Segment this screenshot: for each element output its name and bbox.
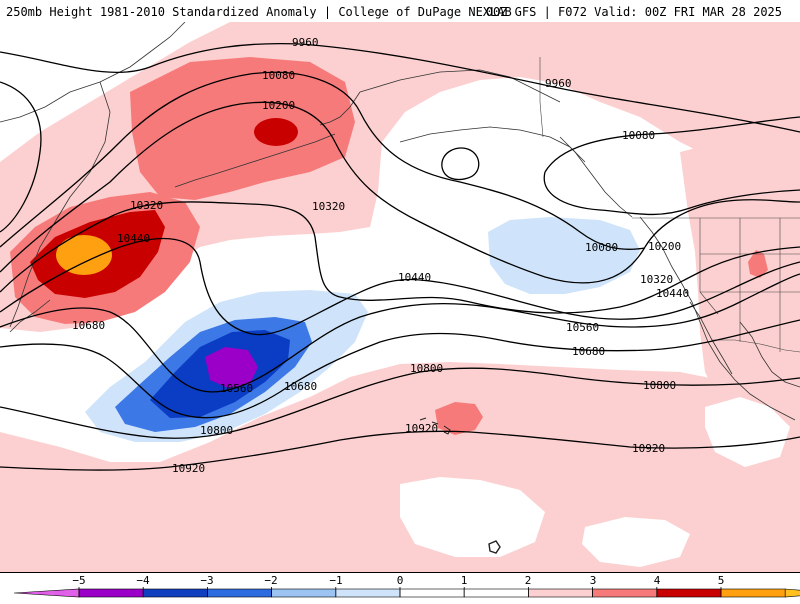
contour-label: 10800: [410, 362, 443, 375]
height-contours: [0, 42, 800, 471]
contour-label: 10800: [643, 379, 676, 392]
colorbar-bin: [463, 588, 529, 598]
colorbar-tick-label: −1: [329, 574, 342, 587]
colorbar-tick-label: 4: [654, 574, 661, 587]
contour-label: 9960: [545, 77, 572, 90]
contour-label: 10080: [622, 129, 655, 142]
colorbar-tick-label: 5: [718, 574, 725, 587]
contour-10560: [0, 273, 800, 393]
colorbar-tick-label: 2: [525, 574, 532, 587]
contour-10320: [0, 201, 800, 314]
contour-9960: [0, 42, 800, 133]
contour-label: 10200: [648, 240, 681, 253]
contour-label: 10320: [640, 273, 673, 286]
contour-label: 10920: [632, 442, 665, 455]
border-alaska-canada: [539, 57, 544, 138]
colorbar-bin: [720, 588, 786, 598]
coast-gulf-of-alaska: [399, 126, 586, 163]
coast-aleutians: [174, 133, 336, 188]
colorbar-end-right: [784, 588, 800, 598]
contour-label: 10440: [398, 271, 431, 284]
colorbar-tick-label: −2: [264, 574, 277, 587]
contour-label: 10680: [572, 345, 605, 358]
contour-label: 10200: [262, 99, 295, 112]
title-bar: 250mb Height 1981-2010 Standardized Anom…: [0, 0, 800, 23]
white-hole-se: [705, 397, 790, 467]
contour-10920: [0, 430, 800, 471]
colorbar-tick-label: −4: [136, 574, 150, 587]
contour-label: 10680: [284, 380, 317, 393]
contour-10080: [0, 71, 646, 250]
contour-label: 10920: [405, 422, 438, 435]
colorbar-bin: [207, 588, 272, 598]
colorbar: −5 −4 −3 −2 −1 0 1 2 3 4 5: [0, 572, 800, 600]
map-title: 250mb Height 1981-2010 Standardized Anom…: [6, 5, 512, 19]
colorbar-bin: [656, 588, 722, 598]
small-island-south: [488, 540, 501, 554]
colorbar-bin: [528, 588, 593, 598]
colorbar-tick-label: 1: [461, 574, 468, 587]
contour-label: 10560: [566, 321, 599, 334]
colorbar-bin: [592, 588, 658, 598]
colorbar-tick-label: 3: [590, 574, 597, 587]
negative-anomaly-shading: [85, 217, 640, 442]
contour-label: 10560: [220, 382, 253, 395]
plus2-region-southwest-us: [748, 250, 768, 278]
colorbar-bin: [78, 588, 144, 598]
pos-anomaly-region-subtropics: [0, 362, 800, 572]
contour-label: 10080: [262, 69, 295, 82]
plus4-region-kamchatka: [56, 235, 112, 275]
contour-label: 10440: [117, 232, 150, 245]
contour-label: 10440: [656, 287, 689, 300]
subtropics-holes: [400, 397, 790, 567]
colorbar-ticks: [78, 587, 722, 597]
contour-label: 10320: [130, 199, 163, 212]
white-hole-south-central: [582, 517, 690, 567]
coast-mexico: [739, 321, 800, 388]
colorbar-bin: [335, 588, 401, 598]
colorbar-tick-labels: −5 −4 −3 −2 −1 0 1 2 3 4 5: [72, 574, 724, 587]
contour-label: 10800: [200, 424, 233, 437]
contour-10440: [0, 237, 800, 336]
neg1-region-ne-pacific: [488, 217, 640, 294]
contour-label: 9960: [292, 36, 319, 49]
map-panel: 9960 9960 10080 10080 10080 10200 10200 …: [0, 21, 800, 572]
colorbar-bin: [142, 588, 208, 598]
colorbar-tick-label: −3: [200, 574, 213, 587]
contour-9960-west: [0, 81, 42, 233]
plus2-region-bering: [130, 57, 355, 200]
plus3-region-bering: [254, 118, 298, 146]
neg5-region-central-pacific: [205, 347, 258, 388]
colorbar-bin: [399, 588, 465, 598]
contour-labels: 9960 9960 10080 10080 10080 10200 10200 …: [72, 36, 689, 475]
contour-label: 10680: [72, 319, 105, 332]
coast-north-america-west: [639, 216, 796, 421]
colorbar-tick-label: −5: [72, 574, 85, 587]
colorbar-bins: [13, 588, 800, 598]
colorbar-end-left: [13, 588, 80, 598]
contour-10200-east: [644, 199, 800, 248]
plus2-region-hawaii: [435, 402, 483, 435]
contour-closed-gulf: [441, 147, 480, 181]
contour-10080-ne: [544, 116, 800, 173]
border-us-mexico: [712, 339, 800, 353]
contour-10080-closed: [543, 171, 800, 216]
model-run-valid-time: 00Z GFS | F072 Valid: 00Z FRI MAR 28 202…: [485, 5, 782, 19]
contour-10200: [0, 101, 646, 284]
colorbar-bin: [271, 588, 337, 598]
contour-label: 10080: [585, 241, 618, 254]
contour-label: 10320: [312, 200, 345, 213]
white-hole-hawaii-south: [400, 477, 545, 557]
contour-label: 10920: [172, 462, 205, 475]
coast-kamchatka-peninsula: [9, 81, 111, 328]
anomaly-plus4: [56, 235, 112, 275]
contour-10680: [0, 319, 800, 419]
contour-10800: [0, 367, 800, 439]
colorbar-tick-label: 0: [397, 574, 404, 587]
